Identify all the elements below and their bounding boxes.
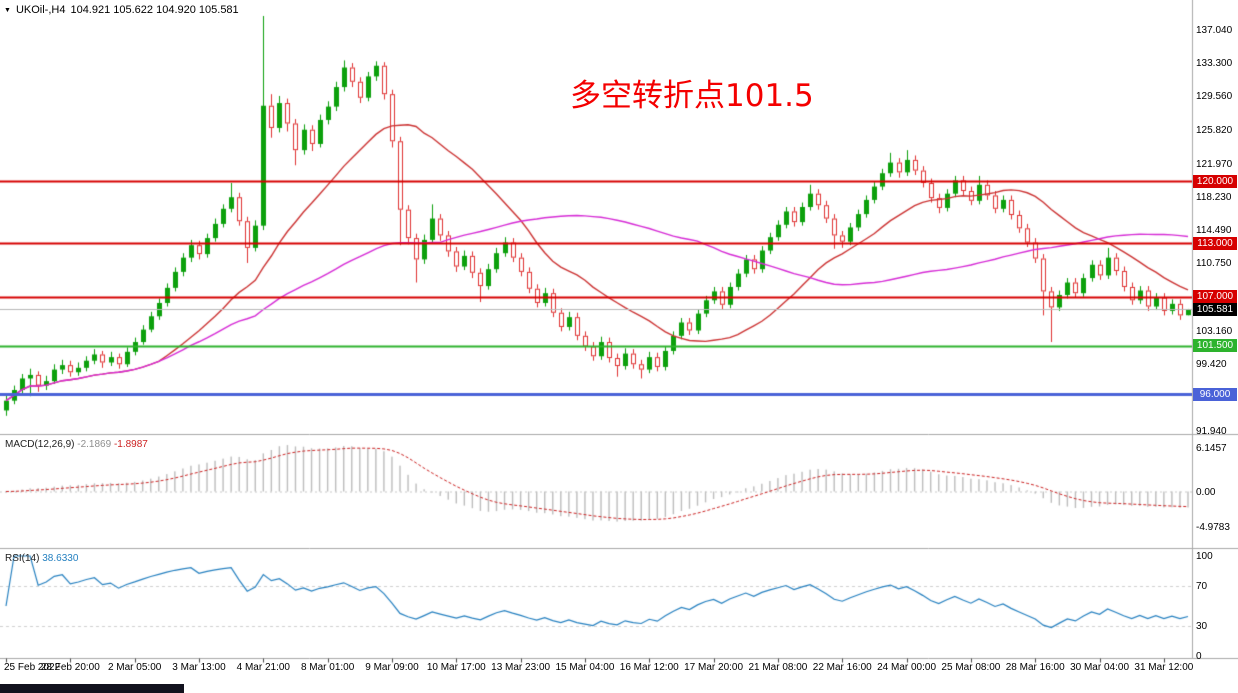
rsi-indicator-label: RSI(14) 38.6330 bbox=[5, 553, 78, 564]
price-axis-label: 99.420 bbox=[1196, 359, 1227, 371]
price-line-chip: 120.000 bbox=[1193, 174, 1237, 188]
symbol-ohlc-label: ▼ UKOil-,H4 104.921 105.622 104.920 105.… bbox=[4, 4, 239, 16]
time-axis-label: 22 Mar 16:00 bbox=[812, 662, 872, 673]
macd-name: MACD(12,26,9) bbox=[5, 439, 75, 450]
price-axis-label: 129.560 bbox=[1196, 91, 1233, 103]
macd-signal-value: -1.8987 bbox=[113, 439, 148, 450]
symbol-period-label: UKOil-,H4 bbox=[15, 4, 66, 16]
time-axis-label: 15 Mar 04:00 bbox=[555, 662, 615, 673]
ohlc-values-label: 104.921 105.622 104.920 105.581 bbox=[70, 4, 239, 16]
chart-menu-arrow-icon[interactable]: ▼ bbox=[4, 6, 11, 14]
annotation-text[interactable]: 多空转折点101.5 bbox=[570, 78, 814, 114]
rsi-axis-label: 0 bbox=[1196, 651, 1202, 662]
rsi-axis-label: 70 bbox=[1196, 581, 1208, 592]
price-axis-label: 118.230 bbox=[1196, 191, 1232, 203]
time-axis-label: 28 Feb 20:00 bbox=[40, 662, 100, 673]
price-axis-label: 110.750 bbox=[1196, 258, 1232, 270]
time-axis-label: 24 Mar 00:00 bbox=[877, 662, 937, 673]
time-axis-label: 31 Mar 12:00 bbox=[1134, 662, 1194, 673]
price-axis-label: 125.820 bbox=[1196, 124, 1233, 136]
time-axis-label: 25 Feb 2022 bbox=[4, 662, 61, 673]
time-axis-label: 9 Mar 09:00 bbox=[365, 662, 419, 673]
rsi-name: RSI(14) bbox=[5, 553, 40, 564]
time-axis-label: 3 Mar 13:00 bbox=[172, 662, 226, 673]
price-axis-label: 121.970 bbox=[1196, 158, 1233, 170]
price-axis-label: 114.490 bbox=[1196, 225, 1232, 237]
macd-axis-label: 6.1457 bbox=[1196, 442, 1227, 454]
time-axis-label: 16 Mar 12:00 bbox=[619, 662, 679, 673]
time-axis-label: 10 Mar 17:00 bbox=[426, 662, 486, 673]
rsi-axis-label: 100 bbox=[1196, 551, 1213, 562]
price-line-chip: 105.581 bbox=[1193, 302, 1237, 316]
taskbar-fragment[interactable] bbox=[0, 684, 184, 693]
price-axis-label: 91.940 bbox=[1196, 425, 1227, 437]
time-axis-label: 4 Mar 21:00 bbox=[236, 662, 290, 673]
time-axis-label: 8 Mar 01:00 bbox=[300, 662, 355, 673]
macd-indicator-label: MACD(12,26,9) -2.1869 -1.8987 bbox=[5, 439, 148, 450]
macd-axis-label: -4.9783 bbox=[1196, 522, 1230, 533]
macd-main-value: -2.1869 bbox=[77, 439, 112, 450]
price-line-chip: 107.000 bbox=[1193, 290, 1237, 304]
rsi-axis-label: 30 bbox=[1196, 621, 1208, 632]
time-axis-label: 28 Mar 16:00 bbox=[1005, 662, 1065, 673]
price-axis-label: 133.300 bbox=[1196, 58, 1233, 70]
price-axis-label: 103.160 bbox=[1196, 325, 1233, 337]
macd-axis-label: 0.00 bbox=[1196, 486, 1216, 498]
price-line-chip: 96.000 bbox=[1193, 387, 1237, 401]
time-axis-label: 13 Mar 23:00 bbox=[491, 662, 551, 673]
time-axis-label: 30 Mar 04:00 bbox=[1070, 662, 1130, 673]
rsi-value: 38.6330 bbox=[42, 553, 79, 564]
time-axis-label: 25 Mar 08:00 bbox=[941, 662, 1001, 673]
price-axis-label: 137.040 bbox=[1196, 24, 1233, 36]
price-line-chip: 101.500 bbox=[1193, 339, 1237, 353]
time-axis-label: 21 Mar 08:00 bbox=[748, 662, 808, 673]
price-line-chip: 113.000 bbox=[1193, 236, 1237, 250]
time-axis-label: 17 Mar 20:00 bbox=[684, 662, 744, 673]
time-axis-label: 2 Mar 05:00 bbox=[107, 662, 162, 673]
